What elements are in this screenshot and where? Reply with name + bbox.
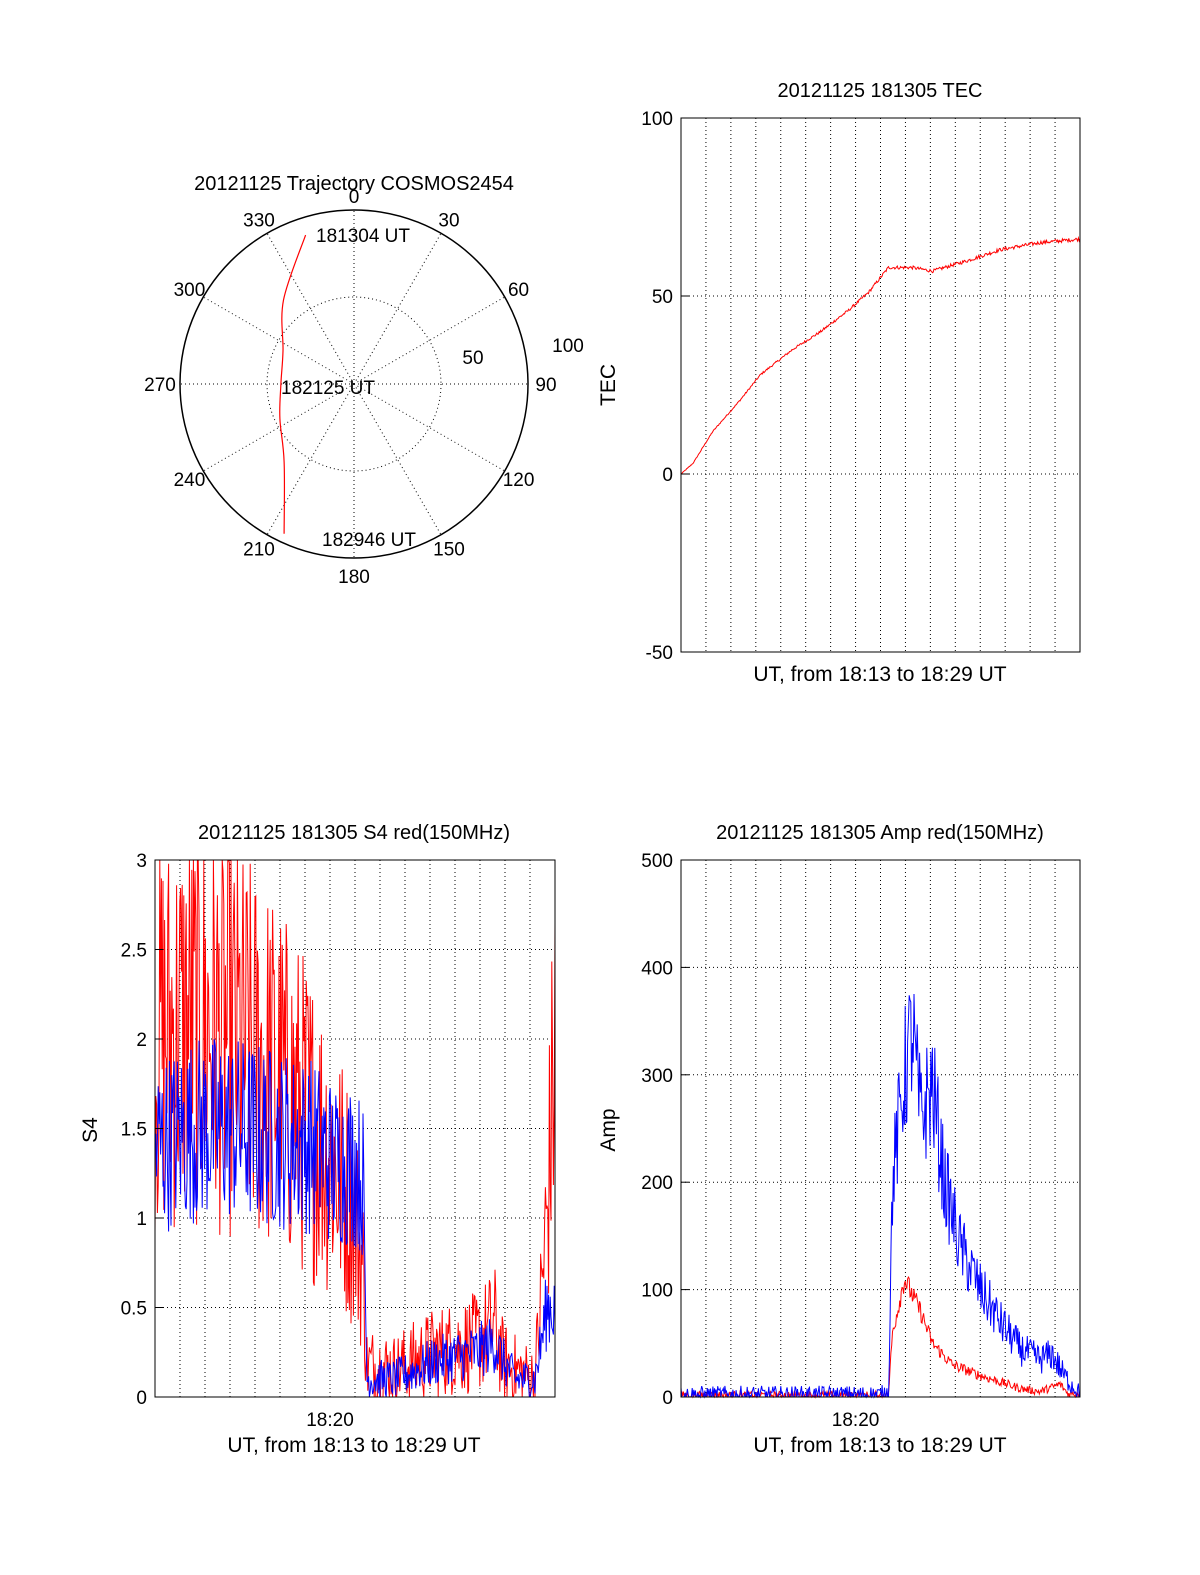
s4-x-axis-label: UT, from 18:13 to 18:29 UT	[227, 1434, 480, 1457]
y-tick-label: 1	[136, 1209, 147, 1230]
tec-y-axis-label: TEC	[597, 364, 620, 406]
tec-panel: 20121125 181305 TEC -50 0 50 100 UT, from 1…	[597, 80, 1081, 686]
y-tick-label: 0	[662, 1388, 673, 1409]
azimuth-label-90: 90	[535, 375, 556, 396]
azimuth-tick-labels: 0 30 60 90 120 150 180 210 240 270 300 330	[144, 187, 556, 588]
polar-grid	[180, 210, 528, 558]
radial-tick-label-100: 100	[552, 336, 584, 357]
tec-series	[680, 235, 1081, 475]
trajectory-polar-plot: 20121125 Trajectory COSMOS2454 0 30 60 90 12…	[144, 173, 584, 588]
trajectory-series-line	[279, 234, 307, 534]
amp-y-axis-label: Amp	[597, 1108, 620, 1151]
amp-series	[680, 993, 1081, 1399]
y-tick-label: 2.5	[121, 941, 147, 962]
azimuth-label-330: 330	[243, 210, 275, 231]
tec-y-tick-labels: -50 0 50 100	[641, 109, 689, 664]
azimuth-label-150: 150	[433, 540, 465, 561]
s4-series-line-blue	[154, 1039, 556, 1398]
y-tick-label: 100	[641, 1281, 673, 1302]
tec-series-line-red	[680, 235, 1081, 475]
polar-grid-spoke-150	[353, 383, 442, 535]
azimuth-label-120: 120	[503, 470, 535, 491]
azimuth-label-270: 270	[144, 375, 176, 396]
amp-x-axis-label: UT, from 18:13 to 18:29 UT	[753, 1434, 1006, 1457]
azimuth-label-210: 210	[243, 540, 275, 561]
tec-grid	[681, 118, 1080, 652]
x-tick-label: 18:20	[832, 1410, 880, 1431]
polar-grid-spoke-120	[353, 383, 505, 472]
y-tick-label: 0.5	[121, 1299, 147, 1320]
azimuth-label-300: 300	[174, 280, 206, 301]
y-tick-label: 1.5	[121, 1120, 147, 1141]
tec-x-axis-label: UT, from 18:13 to 18:29 UT	[753, 663, 1006, 686]
polar-grid-spoke-30	[353, 233, 442, 385]
annotation-mid-time: 182125 UT	[281, 378, 375, 399]
y-tick-label: 0	[136, 1388, 147, 1409]
polar-outer-circle	[179, 209, 529, 559]
tec-plot-frame	[680, 117, 1081, 653]
amp-y-tick-labels: 0 100 200 300 400 500	[641, 851, 689, 1409]
y-tick-label: 400	[641, 958, 673, 979]
x-tick-label: 18:20	[306, 1410, 354, 1431]
y-tick-label: 0	[662, 465, 673, 486]
azimuth-label-180: 180	[338, 567, 370, 588]
y-tick-label: 100	[641, 109, 673, 130]
y-tick-label: 300	[641, 1066, 673, 1087]
amp-plot-frame	[680, 859, 1081, 1398]
s4-title: 20121125 181305 S4 red(150MHz)	[198, 822, 510, 844]
amp-panel: 20121125 181305 Amp red(150MHz) 0 100 200 3…	[597, 822, 1081, 1457]
polar-grid-spoke-210	[266, 383, 355, 535]
s4-y-axis-label: S4	[79, 1117, 102, 1143]
amp-title: 20121125 181305 Amp red(150MHz)	[716, 822, 1044, 844]
annotation-start-time: 181304 UT	[316, 226, 410, 247]
amp-x-tick-labels: 18:20	[832, 1410, 880, 1431]
azimuth-label-240: 240	[174, 470, 206, 491]
polar-grid-spoke-300	[203, 296, 355, 385]
amp-grid	[681, 860, 1080, 1397]
y-tick-label: 50	[652, 287, 673, 308]
azimuth-label-0: 0	[349, 187, 360, 208]
s4-y-tick-labels: 0 0.5 1 1.5 2 2.5 3	[121, 851, 163, 1409]
s4-panel: 20121125 181305 S4 red(150MHz) 0 0.5 1 1.5 2…	[79, 822, 556, 1457]
trajectory-title: 20121125 Trajectory COSMOS2454	[194, 173, 514, 195]
y-tick-label: -50	[646, 643, 673, 664]
y-tick-label: 500	[641, 851, 673, 872]
azimuth-label-30: 30	[438, 210, 459, 231]
s4-series	[154, 859, 556, 1398]
annotation-end-time: 182946 UT	[322, 530, 416, 551]
y-tick-label: 3	[136, 851, 147, 872]
radial-tick-label-50: 50	[462, 348, 483, 369]
amp-series-line-blue	[680, 993, 1081, 1399]
polar-grid-spoke-60	[353, 296, 505, 385]
y-tick-label: 200	[641, 1173, 673, 1194]
polar-grid-circle-50	[266, 296, 442, 472]
s4-x-tick-labels: 18:20	[306, 1410, 354, 1431]
tec-title: 20121125 181305 TEC	[778, 80, 983, 102]
polar-grid-spoke-330	[266, 233, 355, 385]
azimuth-label-60: 60	[508, 280, 529, 301]
polar-grid-spoke-240	[203, 383, 355, 472]
amp-series-line-red	[680, 1276, 1081, 1399]
y-tick-label: 2	[136, 1030, 147, 1051]
